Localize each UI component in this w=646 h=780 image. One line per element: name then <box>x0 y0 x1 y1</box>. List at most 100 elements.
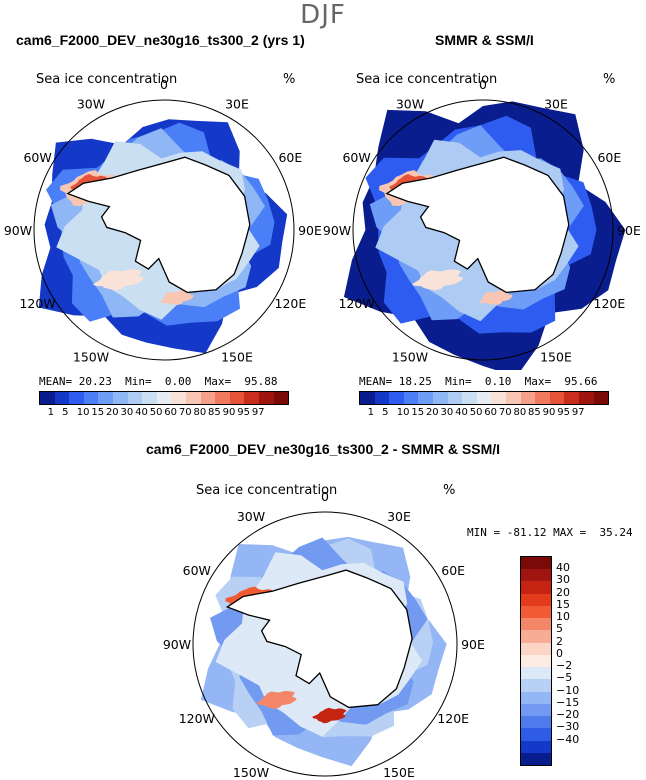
colorbar-tick: 2 <box>556 634 563 648</box>
colorbar-tick: 40 <box>135 407 148 418</box>
colorbar-tick: 15 <box>411 407 425 418</box>
panel3-max-label: MAX = <box>553 526 587 539</box>
colorbar-swatch <box>521 691 551 704</box>
colorbar-swatch <box>432 392 448 404</box>
colorbar-swatch <box>521 654 551 668</box>
colorbar-tick: 40 <box>455 407 468 418</box>
colorbar-swatch <box>185 392 201 404</box>
panel1-mean: 20.23 <box>78 375 112 388</box>
colorbar-tick: 95 <box>237 407 250 418</box>
lon-label: 30E <box>544 97 568 112</box>
colorbar-swatch <box>521 716 551 729</box>
panel1-unit: % <box>283 72 296 87</box>
panel2-max-label: Max= <box>524 375 552 388</box>
colorbar-swatch <box>374 392 390 404</box>
colorbar-tick: 5 <box>382 407 389 418</box>
colorbar-swatch <box>505 392 521 404</box>
lon-label: 30E <box>225 97 249 112</box>
colorbar-swatch <box>549 392 565 404</box>
colorbar-tick: 1 <box>47 407 54 418</box>
colorbar-swatch <box>229 392 245 404</box>
colorbar-swatch <box>521 667 551 680</box>
colorbar-swatch <box>244 392 259 404</box>
colorbar-swatch <box>578 392 594 404</box>
antarctica-coastline <box>66 156 251 294</box>
lon-label: 90W <box>163 637 191 652</box>
lon-label: 120E <box>275 296 307 311</box>
lon-label: 60W <box>23 150 51 165</box>
lon-label: 30E <box>387 509 411 524</box>
antarctica-coastline <box>225 569 413 709</box>
colorbar-tick: 97 <box>251 407 265 418</box>
colorbar-swatch <box>112 392 128 404</box>
panel3-colorbar <box>520 556 552 766</box>
colorbar-tick: 30 <box>556 573 570 587</box>
colorbar-tick: 10 <box>76 407 90 418</box>
colorbar-tick: 85 <box>528 407 541 418</box>
colorbar-tick: 60 <box>484 407 498 418</box>
colorbar-swatch <box>258 392 274 404</box>
colorbar-tick: 40 <box>556 561 570 575</box>
panel2-title: SMMR & SSM/I <box>435 32 534 48</box>
colorbar-swatch <box>447 392 463 404</box>
panel3-min: -81.12 <box>506 526 547 539</box>
colorbar-swatch <box>215 392 230 404</box>
colorbar-swatch <box>521 740 551 753</box>
colorbar-tick: 5 <box>556 622 563 636</box>
colorbar-swatch <box>593 392 609 404</box>
colorbar-tick: 10 <box>556 610 570 624</box>
lon-label: 150W <box>233 765 269 780</box>
lon-label: 30W <box>77 97 105 112</box>
colorbar-swatch <box>521 752 551 765</box>
lon-label: 150W <box>73 349 109 364</box>
panel1-max-label: Max= <box>204 375 232 388</box>
lon-label: 90W <box>323 223 351 238</box>
colorbar-tick: 95 <box>557 407 570 418</box>
colorbar-tick: −2 <box>556 659 573 673</box>
lon-label: 150E <box>383 765 415 780</box>
colorbar-swatch <box>69 392 84 404</box>
lon-label: 150E <box>540 349 572 364</box>
panel1-map: 0 30E 60E 90E 120E 150E 180 150W 120W 90W 60W 30W <box>4 80 322 370</box>
panel2-min: 0.10 <box>484 375 512 388</box>
lon-label: 180 <box>152 369 176 370</box>
colorbar-tick: 50 <box>149 407 163 418</box>
colorbar-swatch <box>521 593 551 606</box>
map-boundary <box>192 511 458 777</box>
lon-label: 90W <box>4 223 32 238</box>
colorbar-swatch <box>273 392 289 404</box>
colorbar-swatch <box>521 618 551 631</box>
lon-label: 0 <box>160 80 168 92</box>
panel1-max: 95.88 <box>244 375 278 388</box>
colorbar-swatch <box>521 679 551 692</box>
lon-label: 90E <box>617 223 641 238</box>
colorbar-swatch <box>389 392 404 404</box>
colorbar-tick: 30 <box>440 407 454 418</box>
lon-label: 120W <box>19 296 55 311</box>
colorbar-tick: 90 <box>542 407 556 418</box>
colorbar-tick: 0 <box>556 646 563 660</box>
colorbar-swatch <box>462 392 477 404</box>
lon-label: 0 <box>479 80 487 92</box>
panel2-mean: 18.25 <box>398 375 432 388</box>
lon-label: 60E <box>278 150 302 165</box>
lon-label: 90E <box>461 637 485 652</box>
colorbar-tick: 20 <box>425 407 439 418</box>
lon-label: 120W <box>338 296 374 311</box>
colorbar-tick: 80 <box>513 407 527 418</box>
lon-label: 150E <box>221 349 253 364</box>
lon-label: 60E <box>441 563 465 578</box>
panel3-min-label: MIN = <box>467 526 501 539</box>
lon-label: 120E <box>437 711 469 726</box>
colorbar-swatch <box>520 392 536 404</box>
colorbar-swatch <box>360 392 375 404</box>
colorbar-tick: −5 <box>556 671 573 685</box>
panel3-colorbar-ticks: 40 30 20 15 10 5 2 0 −2 −5 −10 −15 −20 −30 −40 <box>556 556 596 766</box>
lon-label: 90E <box>298 223 322 238</box>
colorbar-tick: −40 <box>556 732 580 746</box>
colorbar-swatch <box>156 392 172 404</box>
colorbar-swatch <box>127 392 143 404</box>
colorbar-swatch <box>521 728 551 741</box>
panel2-min-label: Min= <box>445 375 472 388</box>
colorbar-swatch <box>521 630 551 643</box>
